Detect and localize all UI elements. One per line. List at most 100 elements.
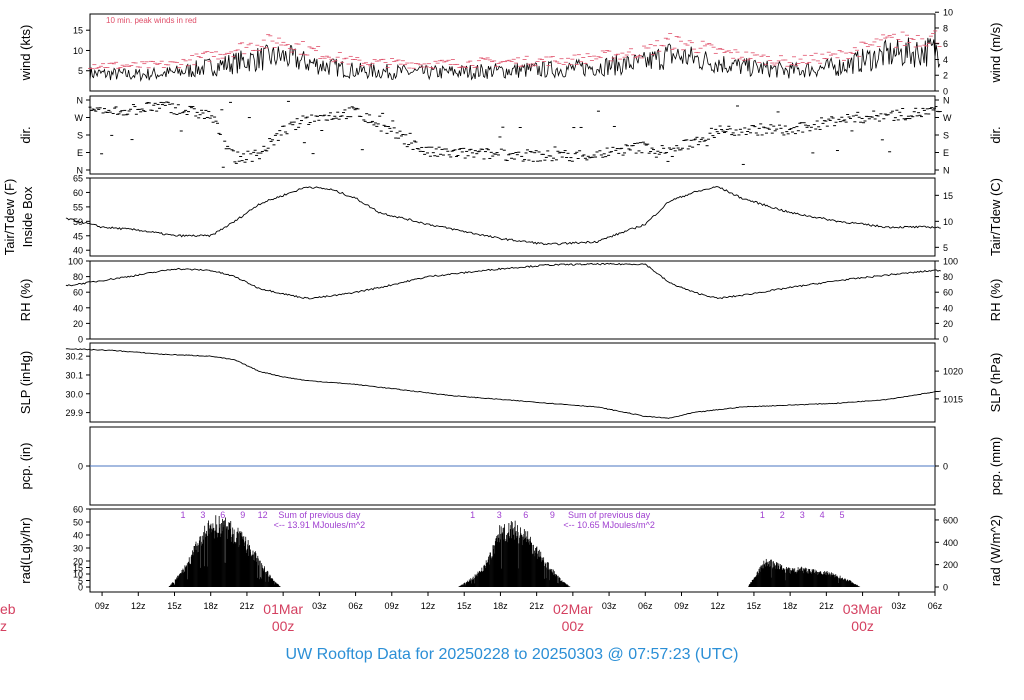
slp-ylabel-left: SLP (inHg) xyxy=(18,351,33,414)
rad-tick-label-right: 200 xyxy=(943,560,958,570)
temp-frame xyxy=(89,177,936,257)
rh-frame xyxy=(89,260,936,340)
rad-day-1: 1 3 6 9 Sum of previous day<-- 10.65 MJoules… xyxy=(458,510,655,587)
rad-hour-marker: 2 xyxy=(780,510,785,520)
wind-sustained-line xyxy=(89,37,941,82)
temp-ylabel-right: Tair/Tdew (C) xyxy=(988,178,1003,256)
rad-hour-marker: 3 xyxy=(200,510,205,520)
date-label-day: 01Mar xyxy=(263,601,303,617)
rad-hour-marker: 1 xyxy=(470,510,475,520)
rad-hour-marker: 9 xyxy=(550,510,555,520)
rad-hour-marker: 12 xyxy=(258,510,268,520)
panel-slp: 29.9 30.0 30.1 30.2 1015 1020 SLP (inHg) SLP (h… xyxy=(18,342,1003,423)
temp-tick-label-right: 10 xyxy=(943,217,953,227)
rh-tick-label-right: 80 xyxy=(943,272,953,282)
date-label-zone: 00z xyxy=(851,618,874,634)
rh-tick-label-left: 80 xyxy=(73,272,83,282)
dir-tick-label-left: W xyxy=(75,113,84,123)
temp-line xyxy=(65,186,941,246)
rad-ylabel-right: rad (W/m^2) xyxy=(988,515,1003,586)
wind-annotation: 10 min. peak winds in red xyxy=(106,16,197,25)
temp-tick-label-right: 15 xyxy=(943,191,953,201)
rad-frame xyxy=(89,508,936,593)
rad-tick-label-left: 20 xyxy=(73,557,83,567)
dir-frame xyxy=(89,95,936,175)
slp-line xyxy=(65,348,941,419)
time-tick-label: 18z xyxy=(203,601,218,611)
time-tick-label: 09z xyxy=(95,601,110,611)
dir-ylabel-right: dir. xyxy=(988,126,1003,143)
date-label-cut-zone: z xyxy=(0,618,7,634)
rad-ylabel-left: rad(Lgly/hr) xyxy=(18,517,33,583)
pcp-ylabel-left: pcp. (in) xyxy=(18,443,33,490)
dir-marks xyxy=(88,100,942,168)
wind-frame xyxy=(89,13,936,92)
dir-tick-label-left: S xyxy=(77,131,83,141)
rad-hour-marker: 4 xyxy=(820,510,825,520)
dir-tick-label-right: W xyxy=(943,113,952,123)
rad-hour-marker: 5 xyxy=(840,510,845,520)
time-tick-label: 15z xyxy=(747,601,762,611)
rad-tick-label-left: 60 xyxy=(73,505,83,515)
date-label-cut-day: eb xyxy=(0,601,16,617)
temp-tick-label-right: 5 xyxy=(943,243,948,253)
pcp-tick-label-right: 0 xyxy=(943,462,948,472)
date-label-day: 03Mar xyxy=(843,601,883,617)
dir-tick-label-right: N xyxy=(943,96,950,106)
pcp-ylabel-right: pcp. (mm) xyxy=(988,437,1003,496)
dir-ylabel-left: dir. xyxy=(18,126,33,143)
rh-tick-label-right: 40 xyxy=(943,303,953,313)
slp-tick-label-left: 29.9 xyxy=(65,408,83,418)
time-tick-label: 12z xyxy=(131,601,146,611)
time-tick-label: 06z xyxy=(638,601,653,611)
rad-hour-marker: 9 xyxy=(240,510,245,520)
rh-tick-label-right: 0 xyxy=(943,335,948,345)
dir-tick-label-right: N xyxy=(943,166,950,176)
wind-tick-label-right: 4 xyxy=(943,55,948,65)
slp-frame xyxy=(89,342,936,423)
dir-tick-label-left: N xyxy=(77,166,84,176)
footer-title: UW Rooftop Data for 20250228 to 20250303… xyxy=(285,646,739,663)
slp-ylabel-right: SLP (hPa) xyxy=(988,353,1003,413)
rad-hour-marker: 6 xyxy=(220,510,225,520)
temp-tick-label-left: 45 xyxy=(73,231,83,241)
time-tick-label: 03z xyxy=(602,601,617,611)
temp-tick-label-left: 60 xyxy=(73,188,83,198)
temp-tick-label-left: 55 xyxy=(73,202,83,212)
rad-tick-label-right: 600 xyxy=(943,515,958,525)
wind-tick-label-right: 6 xyxy=(943,39,948,49)
panel-rad: 1 3 6 9 12 Sum of previous day<-- 13.91 MJoul… xyxy=(18,505,1003,593)
slp-tick-label-left: 30.0 xyxy=(65,389,83,399)
panel-temp: 40 45 50 55 60 65 5 10 15 Tair/Tdew (F) Inside Box… xyxy=(2,174,1003,257)
rh-tick-label-right: 20 xyxy=(943,319,953,329)
rad-day-0: 1 3 6 9 12 Sum of previous day<-- 13.91 MJoul… xyxy=(168,510,365,587)
wind-tick-label-right: 2 xyxy=(943,71,948,81)
time-tick-label: 21z xyxy=(819,601,834,611)
date-label-zone: 00z xyxy=(562,618,585,634)
date-label-zone: 00z xyxy=(272,618,295,634)
rh-tick-label-left: 60 xyxy=(73,288,83,298)
rad-hour-marker: 3 xyxy=(497,510,502,520)
rad-hour-marker: 1 xyxy=(760,510,765,520)
time-tick-label: 03z xyxy=(892,601,907,611)
panel-rh: 0 20 40 60 80 100 0 20 40 60 80 100 RH (%) RH (%) xyxy=(18,257,1003,345)
slp-tick-label-right: 1020 xyxy=(943,367,963,377)
dir-tick-label-right: S xyxy=(943,131,949,141)
time-tick-label: 15z xyxy=(167,601,182,611)
dir-tick-label-left: E xyxy=(77,148,83,158)
rad-tick-label-right: 400 xyxy=(943,538,958,548)
rad-hour-marker: 3 xyxy=(800,510,805,520)
time-tick-label: 09z xyxy=(385,601,400,611)
rad-day-2: 1 2 3 4 5 xyxy=(747,510,861,587)
wind-ylabel-right: wind (m/s) xyxy=(988,23,1003,84)
date-label-day: 02Mar xyxy=(553,601,593,617)
panel-wind: 10 min. peak winds in red 5 10 15 0 2 4 6 8 10 win… xyxy=(18,8,1003,97)
wind-tick-label-right: 10 xyxy=(943,8,953,18)
rad-tick-label-left: 50 xyxy=(73,518,83,528)
time-tick-label: 06z xyxy=(348,601,363,611)
time-tick-label: 12z xyxy=(421,601,436,611)
time-axis: 09z 12z 15z 18z 21z 03z 06z 09z 12z 15z 18z 21z 03z 0… xyxy=(0,592,943,634)
rh-tick-label-right: 100 xyxy=(943,257,958,267)
rh-line xyxy=(65,262,941,300)
panels-layer: 10 min. peak winds in red510150246810win… xyxy=(2,8,1003,593)
